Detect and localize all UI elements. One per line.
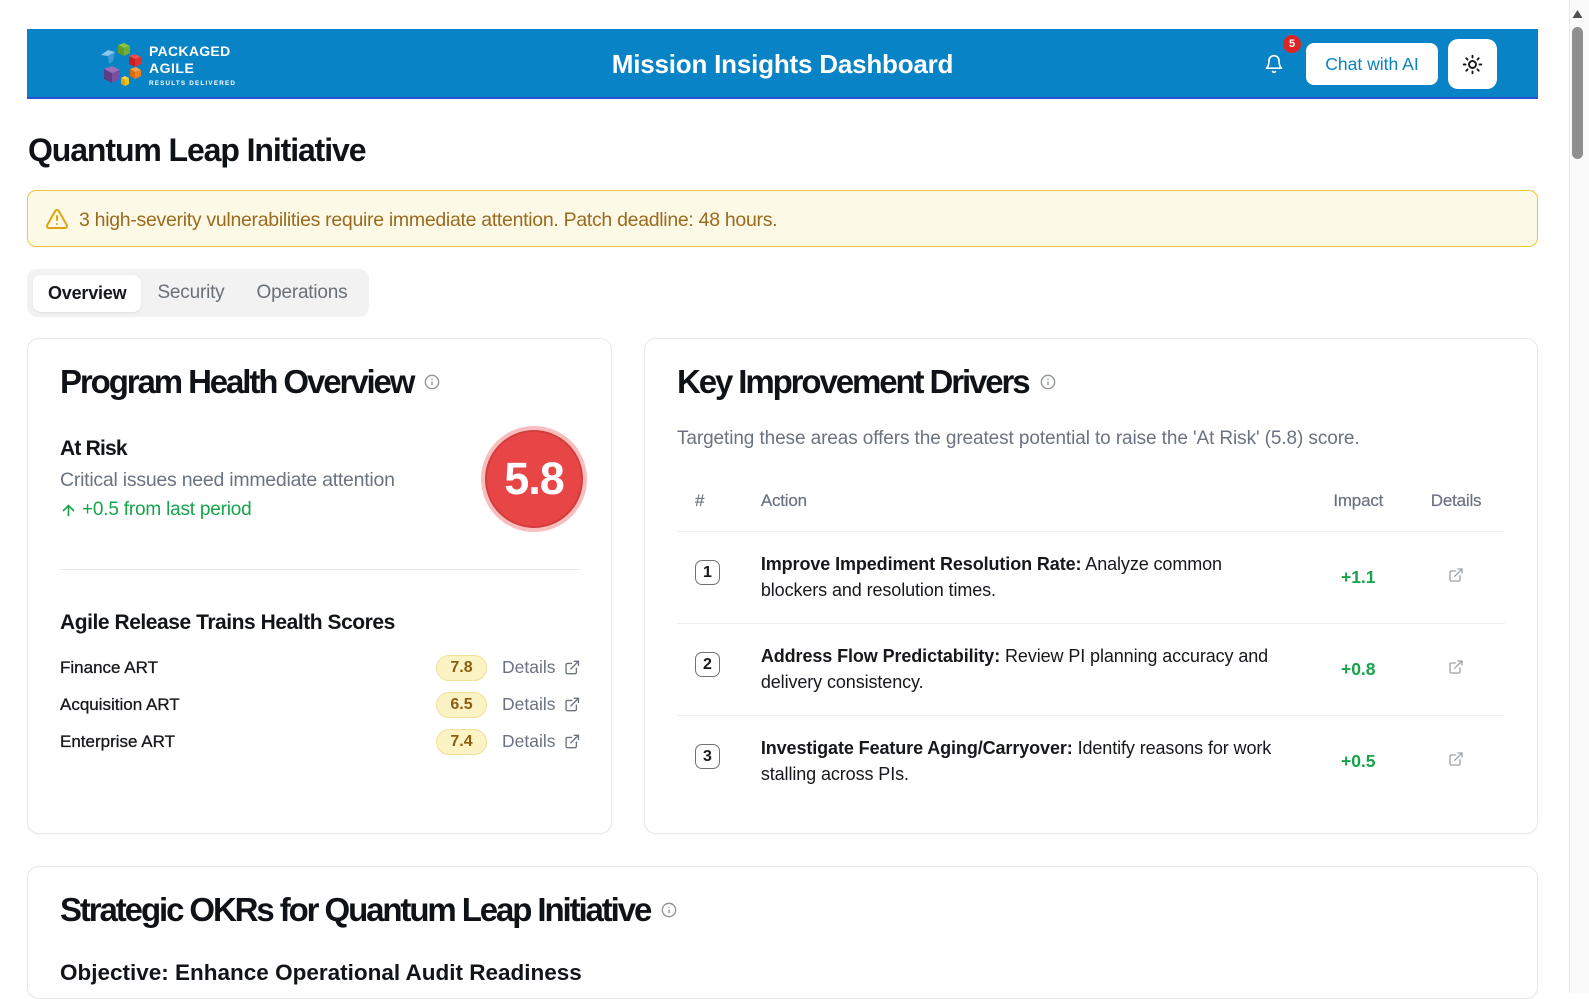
svg-text:RESULTS DELIVERED: RESULTS DELIVERED — [149, 80, 236, 87]
svg-text:PACKAGED: PACKAGED — [149, 43, 230, 59]
svg-text:AGILE: AGILE — [149, 60, 194, 76]
